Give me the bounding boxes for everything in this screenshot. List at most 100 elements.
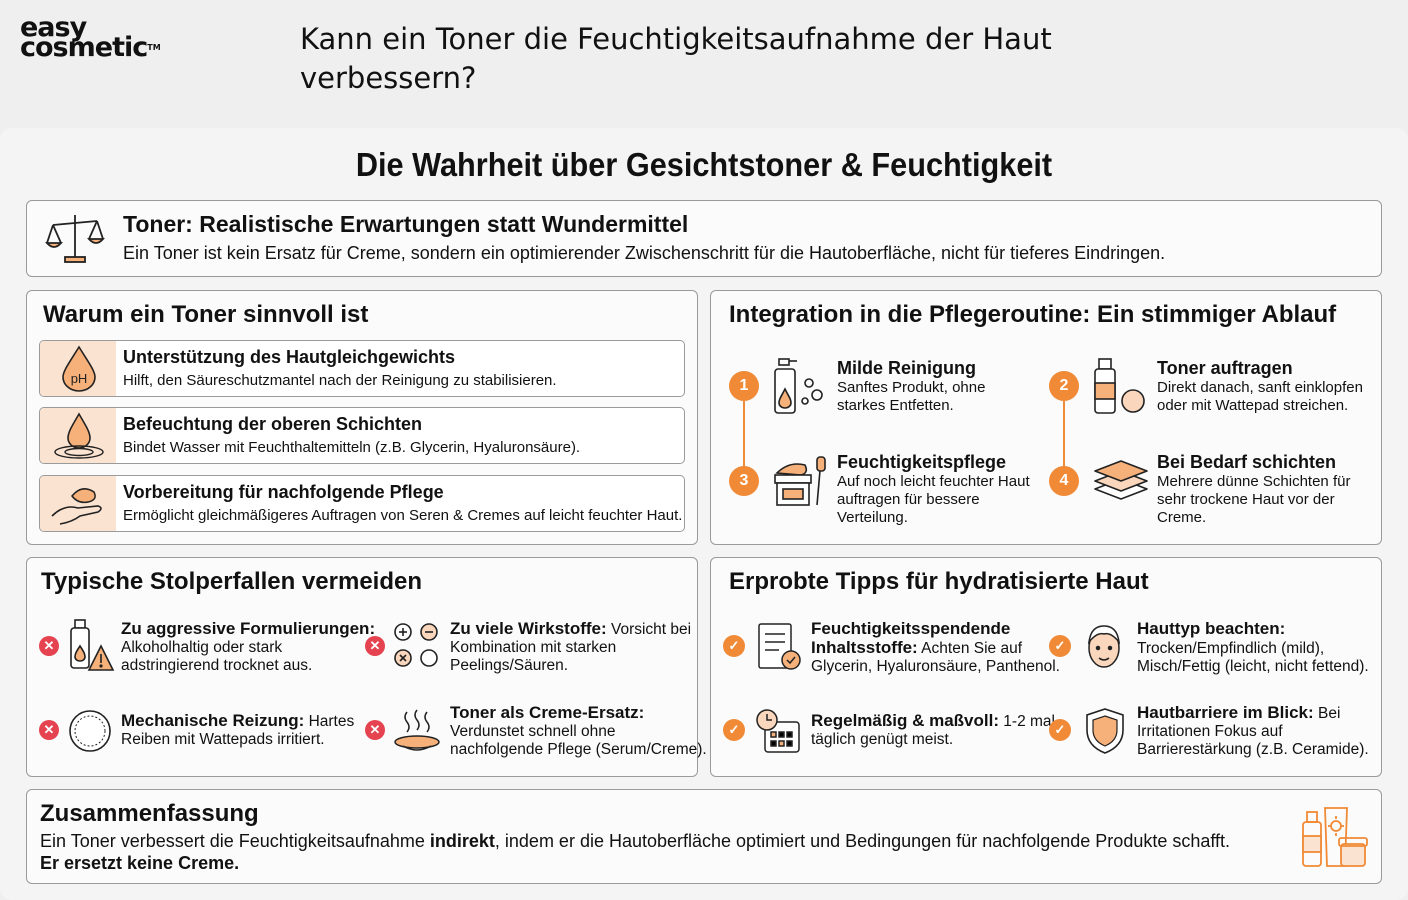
hand-cream-icon bbox=[51, 488, 102, 525]
toner-bottle-icon bbox=[1094, 358, 1145, 414]
step-number: 1 bbox=[729, 371, 759, 401]
cream-jar-icon bbox=[774, 456, 826, 506]
brand-logo: easy cosmeticTM bbox=[20, 12, 161, 61]
pitfall-item: Zu aggressive Formulierungen: Alkoholhal… bbox=[121, 620, 375, 675]
tip-title: Inhaltsstoffe: bbox=[811, 638, 918, 657]
evaporation-icon bbox=[394, 709, 440, 751]
step-text: Sanftes Produkt, ohne bbox=[837, 379, 986, 396]
tip-text: Misch/Fettig (leicht, nicht fettend). bbox=[1137, 658, 1369, 675]
tip-text: Bei bbox=[1313, 705, 1341, 722]
banner-text: Ein Toner ist kein Ersatz für Creme, son… bbox=[123, 243, 1166, 263]
why-item-title: Unterstützung des Hautgleichgewichts bbox=[123, 347, 456, 367]
why-title: Warum ein Toner sinnvoll ist bbox=[43, 301, 369, 328]
step-text: oder mit Wattepad streichen. bbox=[1157, 397, 1349, 414]
cross-icon: ✕ bbox=[39, 636, 59, 656]
tip-item: Regelmäßig & maßvoll: 1-2 mal täglich ge… bbox=[811, 712, 1055, 749]
why-item: Vorbereitung für nachfolgende Pflege Erm… bbox=[39, 475, 685, 532]
routine-panel: Integration in die Pflegeroutine: Ein st… bbox=[710, 290, 1382, 545]
tip-text: Glycerin, Hyaluronsäure, Panthenol. bbox=[811, 658, 1060, 675]
tip-item: Feuchtigkeitsspendende Inhaltsstoffe: Ac… bbox=[811, 620, 1060, 676]
pitfall-text: nachfolgende Pflege (Serum/Creme). bbox=[450, 741, 707, 758]
trademark: TM bbox=[147, 43, 161, 52]
pitfall-text: adstringierend trocknet aus. bbox=[121, 657, 313, 674]
face-icon bbox=[1087, 625, 1121, 668]
tip-title: Regelmäßig & maßvoll: bbox=[811, 711, 999, 730]
calendar-clock-icon bbox=[756, 709, 800, 753]
routine-step: Milde Reinigung Sanftes Produkt, ohne st… bbox=[837, 357, 985, 415]
why-item: Befeuchtung der oberen Schichten Bindet … bbox=[39, 407, 685, 464]
routine-title: Integration in die Pflegeroutine: Ein st… bbox=[729, 301, 1337, 328]
step-connector bbox=[1063, 401, 1065, 477]
pitfalls-title: Typische Stolperfallen vermeiden bbox=[41, 568, 423, 595]
why-toner-panel: Warum ein Toner sinnvoll ist pH Unterstü… bbox=[26, 290, 698, 545]
summary-text: Ein Toner verbessert die Feuchtigkeitsau… bbox=[40, 830, 1230, 874]
step-text: Direkt danach, sanft einklopfen bbox=[1157, 379, 1363, 396]
cotton-pad-icon bbox=[69, 710, 111, 752]
pitfall-text: Vorsicht bei bbox=[606, 621, 692, 638]
logo-line-1: easy bbox=[20, 12, 87, 43]
step-text: Auf noch leicht feuchter Haut bbox=[837, 473, 1030, 490]
pitfall-title: Mechanische Reizung: bbox=[121, 711, 305, 730]
why-item-title: Befeuchtung der oberen Schichten bbox=[123, 414, 423, 434]
pitfall-text: Alkoholhaltig oder stark bbox=[121, 639, 283, 656]
tip-text: täglich genügt meist. bbox=[811, 731, 954, 748]
tips-panel: Erprobte Tipps für hydratisierte Haut ✓ … bbox=[710, 557, 1382, 777]
summary-emphasis: indirekt bbox=[429, 831, 495, 851]
check-icon: ✓ bbox=[1049, 635, 1071, 657]
tip-title: Hautbarriere im Blick: bbox=[1137, 703, 1314, 722]
tip-item: Hautbarriere im Blick: Bei Irritationen … bbox=[1137, 704, 1369, 759]
why-item-text: Hilft, den Säureschutzmantel nach der Re… bbox=[123, 372, 557, 389]
why-icon-bg bbox=[40, 476, 116, 531]
cleanser-bottle-icon bbox=[774, 358, 823, 414]
step-text: starkes Entfetten. bbox=[837, 397, 954, 414]
check-icon: ✓ bbox=[723, 719, 745, 741]
pitfall-text: Kombination mit starken bbox=[450, 639, 617, 656]
pitfall-text: Reiben mit Wattepads irritiert. bbox=[121, 731, 325, 748]
summary-panel bbox=[26, 789, 1382, 884]
tips-title: Erprobte Tipps für hydratisierte Haut bbox=[729, 568, 1149, 595]
ph-label: pH bbox=[71, 371, 88, 386]
routine-step: Feuchtigkeitspflege Auf noch leicht feuc… bbox=[837, 451, 1030, 527]
step-title: Feuchtigkeitspflege bbox=[837, 452, 1007, 472]
tip-text: Irritationen Fokus auf bbox=[1137, 723, 1283, 740]
infographic-title: Die Wahrheit über Gesichtstoner & Feucht… bbox=[355, 146, 1053, 183]
pitfall-text: Verdunstet schnell ohne bbox=[450, 723, 616, 740]
shield-icon bbox=[1086, 708, 1124, 754]
pitfall-text: Hartes bbox=[304, 713, 355, 730]
pitfall-title: Toner als Creme-Ersatz: bbox=[450, 703, 645, 722]
summary-title: Zusammenfassung bbox=[40, 800, 259, 827]
pitfall-title: Zu aggressive Formulierungen: bbox=[121, 619, 376, 638]
step-text: sehr trockene Haut vor der bbox=[1157, 491, 1335, 508]
step-text: Mehrere dünne Schichten für bbox=[1157, 473, 1351, 490]
tip-text: Trocken/Empfindlich (mild), bbox=[1137, 640, 1325, 657]
ph-drop-icon: pH bbox=[62, 345, 96, 392]
check-icon: ✓ bbox=[723, 635, 745, 657]
tip-title: Hauttyp beachten: bbox=[1137, 619, 1286, 638]
step-number: 4 bbox=[1049, 466, 1079, 496]
cross-icon: ✕ bbox=[365, 720, 385, 740]
step-title: Toner auftragen bbox=[1157, 358, 1293, 378]
page-question: Kann ein Toner die Feuchtigkeitsaufnahme… bbox=[300, 22, 1052, 95]
summary-text-part: Ein Toner verbessert die Feuchtigkeitsau… bbox=[40, 831, 430, 851]
step-text: Creme. bbox=[1157, 509, 1207, 526]
step-number: 3 bbox=[729, 466, 759, 496]
step-title: Milde Reinigung bbox=[837, 358, 976, 378]
step-text: auftragen für bessere bbox=[837, 491, 980, 508]
tip-text: 1-2 mal bbox=[998, 713, 1055, 730]
pitfall-text: Peelings/Säuren. bbox=[450, 657, 569, 674]
tip-text: Achten Sie auf bbox=[917, 640, 1023, 657]
step-number: 2 bbox=[1049, 371, 1079, 401]
why-item-title: Vorbereitung für nachfolgende Pflege bbox=[123, 482, 444, 502]
why-item-text: Bindet Wasser mit Feuchthaltemitteln (z.… bbox=[123, 439, 581, 456]
ingredient-list-icon bbox=[758, 623, 801, 670]
pitfall-title: Zu viele Wirkstoffe: bbox=[450, 619, 607, 638]
scale-icon bbox=[45, 215, 105, 263]
products-icon bbox=[1302, 807, 1368, 867]
logo-word: cosmetic bbox=[20, 32, 148, 63]
summary-text-part: , indem er die Hautoberfläche optimiert … bbox=[494, 831, 1231, 851]
expectation-banner: Toner: Realistische Erwartungen statt Wu… bbox=[26, 200, 1382, 277]
step-connector bbox=[743, 401, 745, 477]
pitfall-item: Toner als Creme-Ersatz: Verdunstet schne… bbox=[450, 704, 707, 759]
summary-conclusion: Er ersetzt keine Creme. bbox=[40, 853, 240, 873]
tip-title: Feuchtigkeitsspendende bbox=[811, 619, 1011, 638]
